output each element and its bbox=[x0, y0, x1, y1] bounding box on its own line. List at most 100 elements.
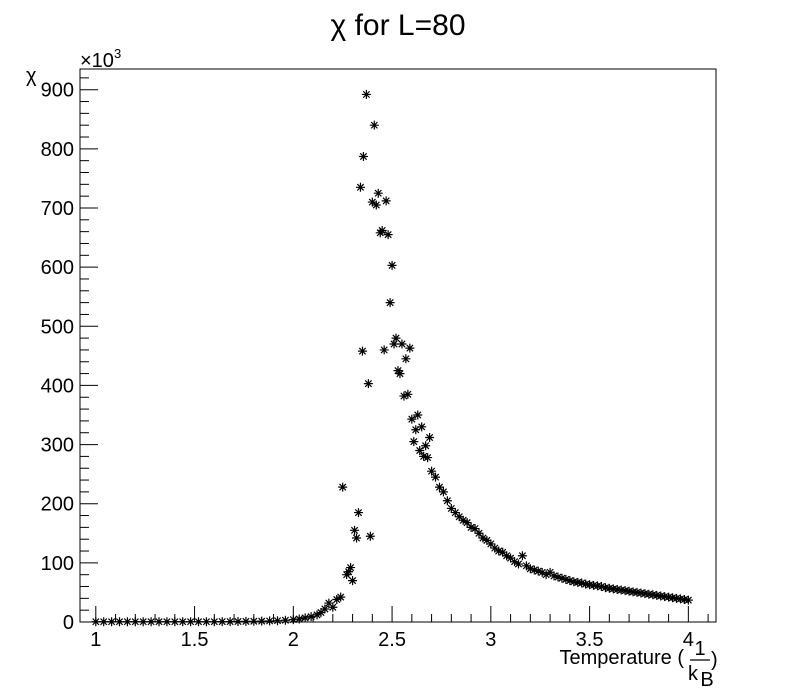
data-point bbox=[138, 617, 148, 627]
x-axis-label-subscript: B bbox=[700, 669, 713, 691]
data-point bbox=[288, 615, 298, 625]
data-point bbox=[409, 437, 419, 447]
data-point bbox=[517, 551, 527, 561]
data-point bbox=[162, 617, 172, 627]
data-point bbox=[306, 612, 316, 622]
y-tick-label: 800 bbox=[41, 139, 74, 161]
x-tick-label: 3 bbox=[485, 629, 496, 651]
x-tick-label: 3.5 bbox=[576, 629, 604, 651]
data-point bbox=[353, 508, 363, 518]
data-point bbox=[241, 616, 251, 626]
data-point bbox=[419, 451, 429, 461]
y-tick-label: 400 bbox=[41, 375, 74, 397]
data-point bbox=[91, 617, 101, 627]
data-point bbox=[458, 515, 468, 525]
data-point bbox=[683, 595, 693, 605]
data-point bbox=[249, 616, 259, 626]
data-point bbox=[379, 345, 389, 355]
data-point bbox=[146, 617, 156, 627]
data-point bbox=[217, 617, 227, 627]
x-axis-label-close: ) bbox=[711, 649, 718, 671]
x-axis-label: Temperature ( 1 k B ) bbox=[560, 638, 718, 691]
data-point bbox=[565, 576, 575, 586]
data-point bbox=[553, 572, 563, 582]
x-axis-label-numerator: 1 bbox=[694, 638, 705, 660]
axis-ticks bbox=[80, 77, 709, 623]
data-point bbox=[201, 617, 211, 627]
data-point bbox=[99, 617, 109, 627]
data-point bbox=[348, 576, 358, 586]
data-point bbox=[427, 466, 437, 476]
x-tick-label: 1.5 bbox=[181, 629, 209, 651]
data-point bbox=[209, 617, 219, 627]
y-tick-label: 900 bbox=[41, 80, 74, 102]
x-axis-label-denominator: k bbox=[688, 663, 699, 685]
data-markers bbox=[91, 89, 693, 627]
data-point bbox=[399, 391, 409, 401]
data-point bbox=[434, 482, 444, 492]
data-point bbox=[336, 592, 346, 602]
data-point bbox=[494, 546, 504, 556]
data-point bbox=[498, 547, 508, 557]
data-point bbox=[369, 120, 379, 130]
data-point bbox=[442, 496, 452, 506]
x-tick-label: 4 bbox=[683, 629, 694, 651]
data-point bbox=[561, 574, 571, 584]
data-point bbox=[194, 617, 204, 627]
data-point bbox=[365, 531, 375, 541]
data-point bbox=[371, 200, 381, 210]
y-tick-label: 0 bbox=[63, 612, 74, 634]
data-point bbox=[502, 551, 512, 561]
chart-title: χ for L=80 bbox=[331, 9, 466, 42]
x-tick-label: 2 bbox=[288, 629, 299, 651]
data-point bbox=[397, 339, 407, 349]
data-point bbox=[312, 610, 322, 620]
data-point bbox=[403, 389, 413, 399]
y-tick-label: 500 bbox=[41, 316, 74, 338]
data-point bbox=[510, 557, 520, 567]
data-point bbox=[324, 598, 334, 608]
data-point bbox=[300, 613, 310, 623]
data-point bbox=[446, 503, 456, 513]
data-point bbox=[521, 561, 531, 571]
data-point bbox=[367, 197, 377, 207]
data-point bbox=[417, 422, 427, 432]
data-point bbox=[186, 617, 196, 627]
data-point bbox=[373, 188, 383, 198]
data-point bbox=[549, 571, 559, 581]
data-point bbox=[541, 570, 551, 580]
data-point bbox=[352, 533, 362, 543]
y-tick-label: 700 bbox=[41, 198, 74, 220]
data-point bbox=[401, 354, 411, 364]
data-point bbox=[431, 472, 441, 482]
data-point bbox=[294, 614, 304, 624]
data-point bbox=[355, 182, 365, 192]
data-point bbox=[130, 617, 140, 627]
data-point bbox=[377, 225, 387, 235]
y-tick-label: 100 bbox=[41, 553, 74, 575]
data-point bbox=[506, 553, 516, 563]
x-tick-label: 1 bbox=[90, 629, 101, 651]
data-point bbox=[257, 616, 267, 626]
data-point bbox=[233, 617, 243, 627]
y-multiplier-exponent: 3 bbox=[114, 46, 121, 61]
data-point bbox=[486, 539, 496, 549]
data-point bbox=[391, 333, 401, 343]
data-point bbox=[225, 617, 235, 627]
data-point bbox=[358, 152, 368, 162]
data-point bbox=[557, 573, 567, 583]
data-point bbox=[115, 617, 125, 627]
data-point bbox=[178, 617, 188, 627]
data-point bbox=[490, 543, 500, 553]
data-point bbox=[413, 410, 423, 420]
data-point bbox=[361, 89, 371, 99]
data-point bbox=[346, 563, 356, 573]
data-point bbox=[383, 230, 393, 240]
data-point bbox=[482, 535, 492, 545]
data-point bbox=[462, 518, 472, 528]
data-point bbox=[454, 512, 464, 522]
data-point bbox=[273, 616, 283, 626]
data-point bbox=[537, 567, 547, 577]
data-point bbox=[393, 366, 403, 376]
data-point bbox=[421, 441, 431, 451]
